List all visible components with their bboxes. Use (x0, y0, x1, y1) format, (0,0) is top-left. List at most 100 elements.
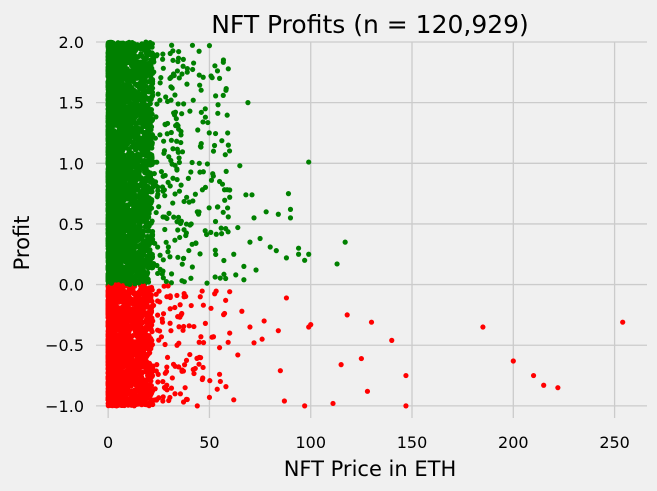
profit-point (107, 214, 114, 220)
profit-point (118, 253, 124, 259)
profit-point (115, 177, 121, 183)
loss-point (127, 333, 134, 339)
profit-point (132, 53, 138, 59)
profit-point (105, 220, 111, 226)
profit-point (128, 157, 134, 163)
loss-point (120, 370, 126, 376)
loss-point (127, 344, 133, 351)
profit-point (122, 258, 128, 264)
loss-point (121, 301, 127, 307)
profit-point (109, 249, 115, 255)
profit-point (121, 212, 127, 218)
loss-point (119, 347, 125, 353)
profit-point (118, 188, 124, 194)
profit-point (130, 108, 136, 115)
profit-point (124, 66, 130, 72)
profit-point (136, 191, 143, 198)
profit-point (119, 206, 126, 213)
profit-point (125, 121, 131, 128)
loss-point (142, 356, 148, 363)
loss-point (128, 296, 135, 302)
loss-point (141, 289, 147, 295)
loss-point (119, 398, 125, 404)
profit-point (119, 146, 125, 152)
profit-point (114, 196, 120, 202)
profit-point (129, 276, 135, 282)
profit-point (110, 181, 116, 188)
profit-point (147, 40, 153, 46)
profit-point (133, 43, 139, 49)
profit-point (132, 238, 138, 245)
profit-point (149, 218, 155, 224)
profit-point (107, 134, 113, 140)
profit-point (115, 64, 122, 71)
profit-point (124, 187, 130, 193)
loss-point (131, 399, 137, 406)
profit-point (142, 262, 148, 268)
profit-point (112, 211, 118, 217)
profit-point (115, 205, 122, 212)
profit-point (136, 257, 142, 263)
profit-point (124, 204, 130, 211)
loss-point (146, 285, 153, 291)
profit-point (132, 157, 138, 163)
profit-point (138, 157, 144, 163)
grid-lines (96, 41, 647, 418)
profit-point (149, 189, 155, 195)
loss-point (107, 344, 113, 350)
profit-point (126, 270, 132, 276)
profit-point (133, 262, 139, 268)
data-points (105, 39, 626, 409)
profit-point (137, 278, 143, 284)
profit-point (110, 65, 116, 71)
profit-point (105, 182, 112, 188)
profit-point (129, 39, 135, 46)
profit-point (122, 254, 128, 260)
loss-point (115, 386, 121, 393)
profit-point (118, 40, 124, 47)
profit-point (124, 145, 130, 151)
profit-point (150, 92, 156, 99)
loss-point (120, 308, 126, 315)
loss-point (148, 378, 154, 384)
loss-point (130, 352, 136, 359)
profit-point (108, 275, 114, 281)
loss-point (146, 290, 152, 296)
loss-point (123, 323, 129, 329)
profit-point (115, 113, 121, 119)
profit-point (118, 225, 125, 231)
loss-point (149, 341, 156, 348)
loss-point (115, 401, 122, 407)
profit-point (146, 264, 153, 270)
loss-point (133, 315, 139, 321)
loss-point (127, 377, 133, 383)
profit-point (123, 175, 129, 181)
loss-point (138, 330, 144, 337)
loss-point (106, 375, 112, 381)
profit-point (105, 238, 111, 244)
profit-point (121, 196, 127, 202)
profit-point (125, 237, 132, 244)
loss-point (113, 332, 120, 338)
loss-point (147, 374, 154, 380)
profit-point (107, 142, 113, 148)
loss-point (125, 402, 131, 408)
profit-point (117, 233, 123, 239)
profit-point (125, 95, 131, 101)
loss-point (113, 308, 119, 314)
profit-point (122, 139, 128, 145)
profit-point (114, 73, 120, 79)
profit-point (126, 47, 132, 53)
loss-point (106, 323, 112, 329)
loss-point (109, 328, 115, 334)
loss-point (147, 308, 153, 314)
profit-point (115, 241, 122, 248)
profit-point (149, 81, 156, 87)
profit-point (138, 125, 145, 132)
loss-point (105, 370, 111, 377)
loss-point (123, 378, 129, 385)
loss-point (145, 351, 151, 358)
profit-point (142, 224, 148, 230)
